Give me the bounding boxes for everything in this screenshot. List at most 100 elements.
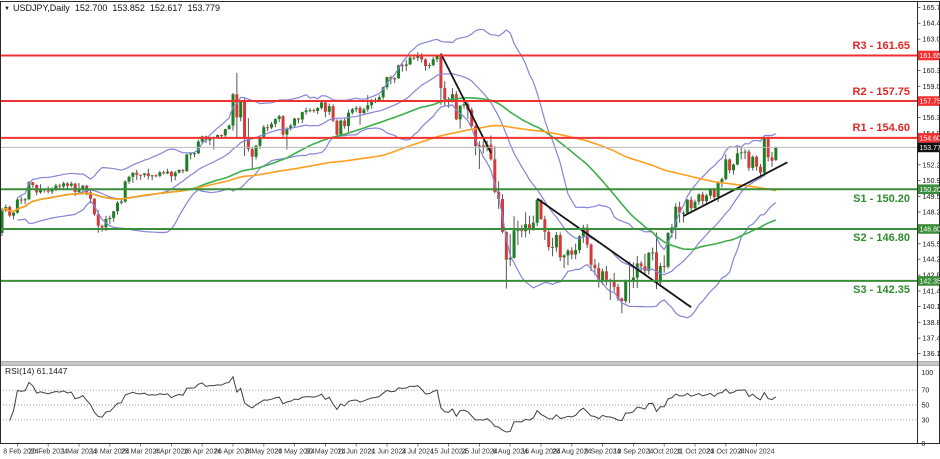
candle-body-bull [189, 153, 193, 155]
candle-body-bear [604, 271, 608, 280]
rsi-scale-label: 100 [922, 370, 934, 377]
level-caption-s1[interactable]: S1 - 150.20 [853, 192, 910, 205]
candle-body-bull [531, 222, 535, 229]
date-tick-label: 23 Oct 2024 [707, 449, 745, 456]
candle-body-bull [39, 189, 42, 193]
candle-body-bull [231, 94, 235, 126]
candle-body-bull [320, 102, 324, 108]
candle-body-bull [300, 112, 304, 120]
candle-body-bull [397, 65, 401, 79]
candle-body-bull [774, 147, 778, 161]
candle-body-bear [689, 199, 693, 209]
rsi-pane [1, 375, 917, 433]
candle-body-bear [547, 231, 551, 248]
price-tick-label: 165.770 [923, 3, 940, 12]
price-tick-label: 159.010 [923, 82, 940, 91]
date-tick-label: 25 Jul 2024 [461, 449, 497, 456]
price-tick-label: 160.370 [923, 66, 940, 75]
ohlc-close-value: 153.779 [187, 3, 220, 13]
price-tag-r2 [917, 96, 940, 106]
price-tick-label: 138.810 [923, 318, 940, 327]
level-caption-s3[interactable]: S3 - 142.35 [853, 284, 910, 297]
symbol-timeframe-label: USDJPY,Daily [12, 3, 70, 13]
candle-body-bull [347, 112, 350, 127]
candle-body-bull [693, 201, 697, 209]
candle-body-bull [670, 227, 674, 234]
one-click-trading-toggle-icon[interactable]: ▼ [4, 6, 10, 12]
candle-body-bull [327, 106, 331, 112]
ohlc-high-value: 153.852 [112, 3, 145, 13]
trendline-july-downtrend[interactable] [440, 53, 492, 154]
price-tick-label: 136.130 [923, 349, 940, 358]
date-tick-label: 26 Apr 2024 [214, 449, 252, 456]
candle-body-bear [246, 138, 250, 150]
candle-body-bull [339, 120, 343, 135]
date-tick-label: 4 Apr 2024 [154, 449, 188, 456]
candle-body-bear [243, 100, 247, 139]
candle-body-bull [477, 145, 481, 147]
candle-body-bear [266, 127, 270, 129]
price-tick-label: 142.850 [923, 271, 940, 280]
candle-body-bull [578, 236, 581, 251]
candle-body-bear [169, 171, 173, 177]
candle-body-bull [651, 252, 655, 254]
candle-body-bull [127, 176, 131, 182]
candle-body-bear [89, 192, 93, 199]
candle-body-bull [62, 183, 66, 187]
candle-body-bull [119, 201, 123, 203]
candle-body-bull [177, 170, 181, 173]
rsi-scale-label: 0 [922, 441, 926, 448]
candle-body-bull [739, 152, 743, 154]
candle-body-bull [427, 65, 431, 67]
candle-body-bear [589, 244, 593, 265]
price-tag-s1-label: 150.200 [920, 187, 940, 194]
price-tick-label: 145.530 [923, 239, 940, 248]
candle-body-bull [743, 151, 747, 153]
candle-body-bear [612, 281, 616, 288]
price-tick-label: 144.210 [923, 255, 940, 264]
date-tick-label: 30 May 2024 [305, 449, 346, 456]
candle-body-bull [308, 110, 312, 112]
candle-body-bear [520, 230, 524, 232]
date-tick-label: 4 Nov 2024 [739, 449, 775, 456]
candle-body-bear [235, 94, 239, 118]
date-tick-label: 25 Mar 2024 [121, 449, 160, 456]
candle-body-bear [323, 102, 327, 112]
level-caption-r3[interactable]: R3 - 161.65 [852, 39, 910, 52]
candle-body-bear [31, 182, 35, 186]
level-caption-s2[interactable]: S2 - 146.80 [853, 232, 910, 245]
candle-body-bull [435, 55, 439, 60]
date-tick-label: 20 Feb 2024 [29, 449, 68, 456]
candle-body-bear [46, 190, 50, 192]
candle-body-bull [185, 154, 189, 172]
candle-body-bear [400, 65, 404, 67]
candle-body-bear [439, 55, 443, 89]
candle-body-bear [358, 108, 362, 114]
candle-body-bull [142, 173, 146, 176]
candle-body-bull [15, 199, 19, 213]
price-tick-label: 156.330 [923, 113, 940, 122]
level-caption-r2[interactable]: R2 - 157.75 [852, 85, 910, 98]
candle-body-bull [647, 252, 651, 271]
candle-body-bear [662, 265, 666, 267]
candle-body-bull [1, 210, 4, 234]
candle-body-bull [112, 211, 116, 218]
candle-body-bear [481, 145, 485, 148]
date-tick-label: 11 Jun 2024 [337, 449, 375, 456]
candle-body-bull [562, 255, 566, 258]
candle-body-bull [674, 206, 678, 228]
chart-title: ▼ USDJPY,Daily 152.700 153.852 152.617 153.77… [4, 3, 220, 13]
candle-body-bull [635, 263, 639, 278]
candle-body-bull [624, 280, 628, 302]
level-caption-r1[interactable]: R1 - 154.60 [852, 122, 910, 135]
candle-body-bear [135, 172, 139, 175]
price-tick-label: 140.170 [923, 302, 940, 311]
price-tag-s2-label: 146.800 [920, 227, 940, 234]
candle-body-bear [643, 266, 647, 271]
date-tick-label: 1 Oct 2024 [647, 449, 681, 456]
price-tick-label: 137.450 [923, 334, 940, 343]
trendline-aug-sep-downtrend[interactable] [536, 197, 692, 308]
candle-body-bull [293, 118, 297, 126]
pane-splitter[interactable] [0, 361, 940, 366]
